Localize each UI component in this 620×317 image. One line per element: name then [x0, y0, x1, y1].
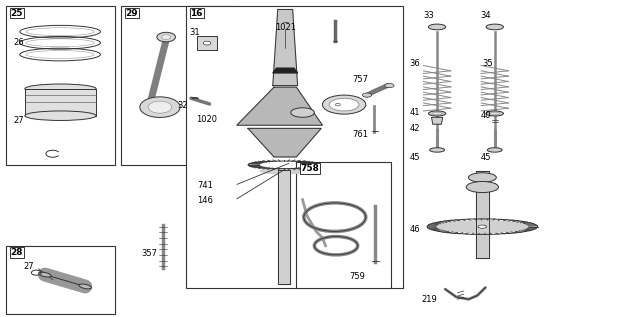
Ellipse shape [140, 97, 180, 118]
Ellipse shape [362, 93, 372, 97]
Ellipse shape [433, 112, 441, 115]
Text: 16: 16 [190, 9, 203, 17]
Polygon shape [476, 171, 489, 258]
Polygon shape [248, 128, 321, 157]
Polygon shape [278, 170, 290, 284]
Text: 42: 42 [409, 124, 420, 133]
Text: 1020: 1020 [196, 115, 217, 124]
Ellipse shape [148, 101, 172, 113]
Bar [6, 246, 115, 314]
Polygon shape [273, 10, 298, 86]
Ellipse shape [203, 41, 211, 45]
Text: 758: 758 [301, 164, 319, 173]
Ellipse shape [384, 84, 394, 87]
Text: 29: 29 [125, 9, 138, 17]
Ellipse shape [25, 111, 96, 120]
Ellipse shape [428, 111, 446, 116]
Text: 1021: 1021 [275, 23, 296, 32]
Ellipse shape [436, 220, 529, 233]
Polygon shape [432, 117, 443, 124]
Text: 34: 34 [480, 11, 491, 20]
Bar [186, 6, 403, 288]
Ellipse shape [486, 111, 503, 116]
Text: 25: 25 [11, 9, 23, 17]
Text: 27: 27 [24, 262, 34, 271]
Text: 219: 219 [422, 295, 437, 304]
Ellipse shape [161, 35, 171, 40]
Ellipse shape [490, 112, 500, 115]
Ellipse shape [428, 24, 446, 30]
Ellipse shape [79, 284, 91, 289]
Text: 45: 45 [409, 153, 420, 162]
Ellipse shape [430, 148, 445, 152]
Ellipse shape [259, 168, 309, 174]
Text: 41: 41 [409, 108, 420, 117]
Ellipse shape [478, 225, 487, 228]
Text: 31: 31 [189, 28, 200, 37]
Text: eReplacementParts.com: eReplacementParts.com [203, 160, 330, 170]
Ellipse shape [39, 272, 51, 277]
Ellipse shape [487, 148, 502, 152]
Text: 28: 28 [11, 248, 23, 257]
Ellipse shape [157, 32, 175, 42]
Ellipse shape [322, 95, 366, 114]
Ellipse shape [329, 98, 359, 111]
Text: 35: 35 [482, 59, 493, 68]
Ellipse shape [466, 181, 498, 193]
Text: 46: 46 [409, 225, 420, 234]
Text: 26: 26 [14, 38, 24, 47]
Ellipse shape [469, 173, 496, 182]
Polygon shape [237, 87, 322, 125]
Text: 757: 757 [352, 75, 368, 84]
Ellipse shape [291, 108, 314, 117]
Bar [121, 6, 232, 165]
Text: 357: 357 [141, 249, 157, 258]
Ellipse shape [25, 84, 96, 94]
Text: 33: 33 [423, 11, 434, 20]
Polygon shape [273, 68, 298, 73]
Bar [197, 36, 217, 50]
Bar [6, 6, 115, 165]
Text: 45: 45 [481, 153, 492, 162]
Text: 32: 32 [177, 101, 188, 110]
Ellipse shape [486, 24, 503, 30]
Text: 36: 36 [409, 59, 420, 68]
Text: 27: 27 [14, 116, 24, 125]
Text: 741: 741 [197, 181, 213, 190]
Text: 40: 40 [481, 111, 492, 120]
Text: 146: 146 [197, 196, 213, 205]
Bar [296, 162, 391, 288]
Text: 759: 759 [349, 272, 365, 281]
Bar [25, 89, 96, 116]
Text: 761: 761 [352, 130, 368, 139]
